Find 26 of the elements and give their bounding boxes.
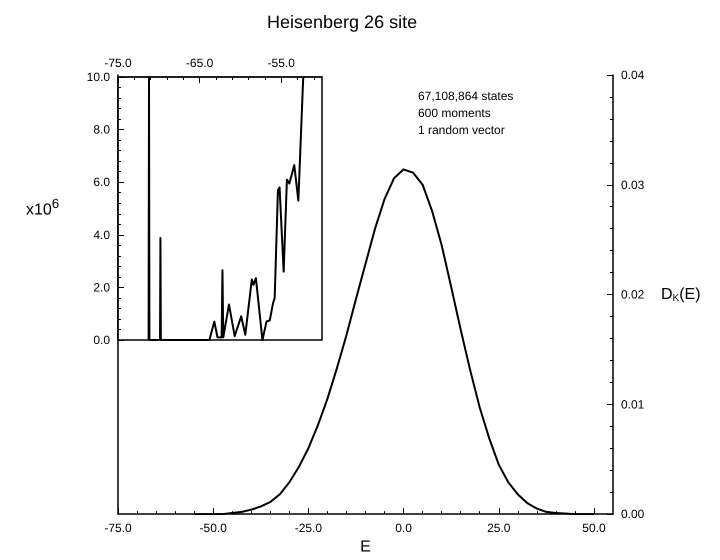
- y-tick-label: 2.0: [93, 280, 110, 294]
- y-tick-label: 0.0: [93, 333, 110, 347]
- y2-tick-label: 0.02: [621, 288, 645, 302]
- y-axis-title: x10$^{6}$: [26, 196, 60, 220]
- x-tick-label: -55.0: [268, 56, 296, 70]
- x-tick-label: 50.0: [582, 521, 606, 536]
- x-tick-label: 0.0: [395, 521, 412, 536]
- annotation: 1 random vector: [418, 123, 505, 137]
- annotation: 600 moments: [418, 106, 491, 120]
- annotation: 67,108,864 states: [418, 89, 514, 103]
- chart-title: Heisenberg 26 site: [267, 12, 418, 32]
- x-tick-label: -50.0: [200, 521, 228, 536]
- x-axis-title: E: [360, 538, 371, 556]
- x-tick-label: -25.0: [294, 521, 322, 536]
- y-tick-label: 6.0: [93, 175, 110, 190]
- y-tick-label: 4.0: [93, 228, 110, 242]
- x-tick-label: -75.0: [104, 521, 132, 536]
- y2-tick-label: 0.00: [621, 507, 645, 522]
- x-tick-label: 25.0: [487, 521, 511, 536]
- x-tick-label: -65.0: [186, 56, 214, 70]
- y-tick-label: 8.0: [93, 122, 110, 137]
- y2-tick-label: 0.01: [621, 397, 645, 412]
- y2-tick-label: 0.04: [621, 68, 645, 82]
- y2-tick-label: 0.03: [621, 178, 645, 192]
- x-tick-label: -75.0: [104, 56, 132, 70]
- y-tick-label: 10.0: [86, 70, 110, 84]
